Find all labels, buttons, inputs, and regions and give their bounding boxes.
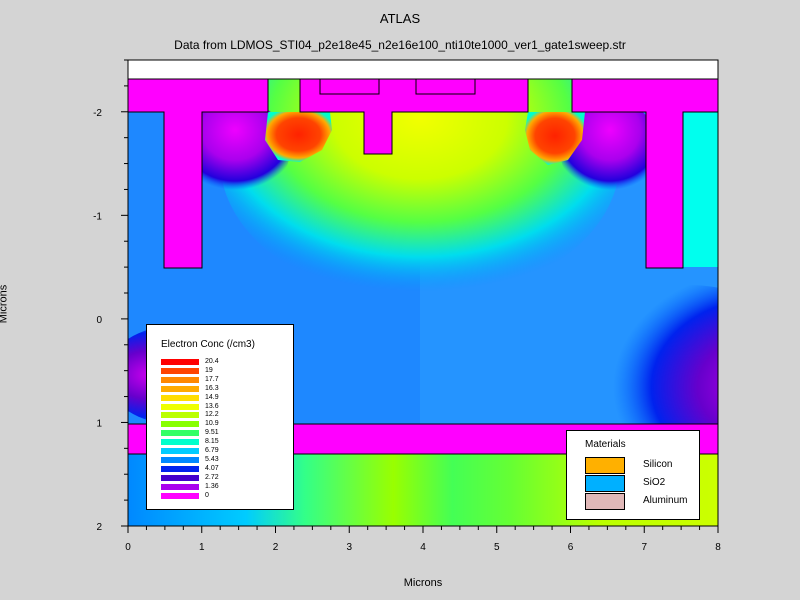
conc-legend-label: 14.9 — [205, 393, 219, 401]
conc-legend-swatch — [161, 394, 199, 401]
conc-legend-title: Electron Conc (/cm3) — [161, 339, 255, 350]
conc-legend-swatch — [161, 456, 199, 463]
y-tick-label: 2 — [96, 522, 102, 533]
conc-legend-label: 5.43 — [205, 455, 219, 463]
gate-oxide-structure — [127, 78, 719, 269]
x-tick-label: 4 — [420, 542, 426, 553]
materials-legend-title: Materials — [585, 439, 626, 450]
material-label: Silicon — [643, 459, 673, 470]
conc-legend-label: 17.7 — [205, 375, 219, 383]
drain-strip — [683, 112, 718, 267]
conc-legend-label: 13.6 — [205, 402, 219, 410]
conc-legend-label: 16.3 — [205, 384, 219, 392]
conc-legend-swatch — [161, 367, 199, 374]
conc-legend-label: 1.36 — [205, 482, 219, 490]
conc-legend-label: 2.72 — [205, 473, 219, 481]
low-conc-right — [580, 285, 718, 455]
top-cap — [127, 59, 719, 80]
conc-legend-label: 20.4 — [205, 358, 219, 365]
source-depletion-right — [560, 100, 660, 200]
conc-legend-swatch — [161, 412, 199, 419]
x-tick-label: 2 — [273, 542, 279, 553]
x-tick-label: 5 — [494, 542, 500, 553]
conc-legend-swatch — [161, 403, 199, 410]
material-label: Aluminum — [643, 495, 688, 506]
y-tick-label: -2 — [93, 108, 102, 119]
x-tick-label: 8 — [715, 542, 721, 553]
conc-legend-label: 10.9 — [205, 420, 219, 428]
conc-legend-swatch — [161, 430, 199, 437]
x-tick-label: 7 — [641, 542, 647, 553]
conc-legend-swatch — [161, 465, 199, 472]
conc-legend-swatch — [161, 421, 199, 428]
source-depletion-left — [180, 100, 290, 200]
hotspot-left — [265, 112, 332, 162]
conc-legend-swatch — [161, 439, 199, 446]
conc-legend-swatch — [161, 376, 199, 383]
conc-legend-label: 8.15 — [205, 438, 219, 446]
conc-legend-label: 4.07 — [205, 464, 219, 472]
conc-legend-label: 19 — [205, 366, 213, 374]
y-tick-label: -1 — [93, 211, 102, 222]
conc-legend-swatch — [161, 448, 199, 454]
conc-legend-swatch — [161, 483, 199, 490]
x-tick-label: 6 — [568, 542, 574, 553]
conc-legend-swatch — [161, 359, 199, 365]
x-axis-label: Microns — [403, 577, 443, 589]
conc-legend-label: 0 — [205, 491, 209, 499]
y-tick-label: 0 — [96, 315, 102, 326]
conc-legend-swatch — [161, 385, 199, 392]
hotspot-right — [525, 112, 585, 165]
conc-legend-swatch — [161, 474, 199, 481]
x-tick-label: 0 — [125, 542, 131, 553]
x-axis: 0 1 2 3 4 5 6 7 8 — [125, 526, 721, 553]
y-tick-label: 1 — [96, 418, 102, 429]
material-swatch — [585, 493, 625, 510]
materials-legend: Materials Silicon SiO2 Aluminum — [566, 430, 700, 520]
conc-legend-label: 12.2 — [205, 411, 219, 419]
x-tick-label: 3 — [346, 542, 352, 553]
chart-subtitle: Data from LDMOS_STI04_p2e18e45_n2e16e100… — [174, 38, 626, 52]
material-swatch — [585, 457, 625, 474]
chart-title: ATLAS — [379, 11, 421, 26]
conc-legend-label: 9.51 — [205, 429, 219, 437]
conc-legend: Electron Conc (/cm3) 20.4 19 17.7 16.3 14.9 1… — [146, 324, 294, 510]
material-swatch — [585, 475, 625, 492]
conc-legend-swatch — [161, 492, 199, 499]
conc-legend-label: 6.79 — [205, 447, 219, 454]
material-label: SiO2 — [643, 477, 666, 488]
x-tick-label: 1 — [199, 542, 205, 553]
y-axis: -2 -1 0 1 2 — [93, 59, 128, 533]
